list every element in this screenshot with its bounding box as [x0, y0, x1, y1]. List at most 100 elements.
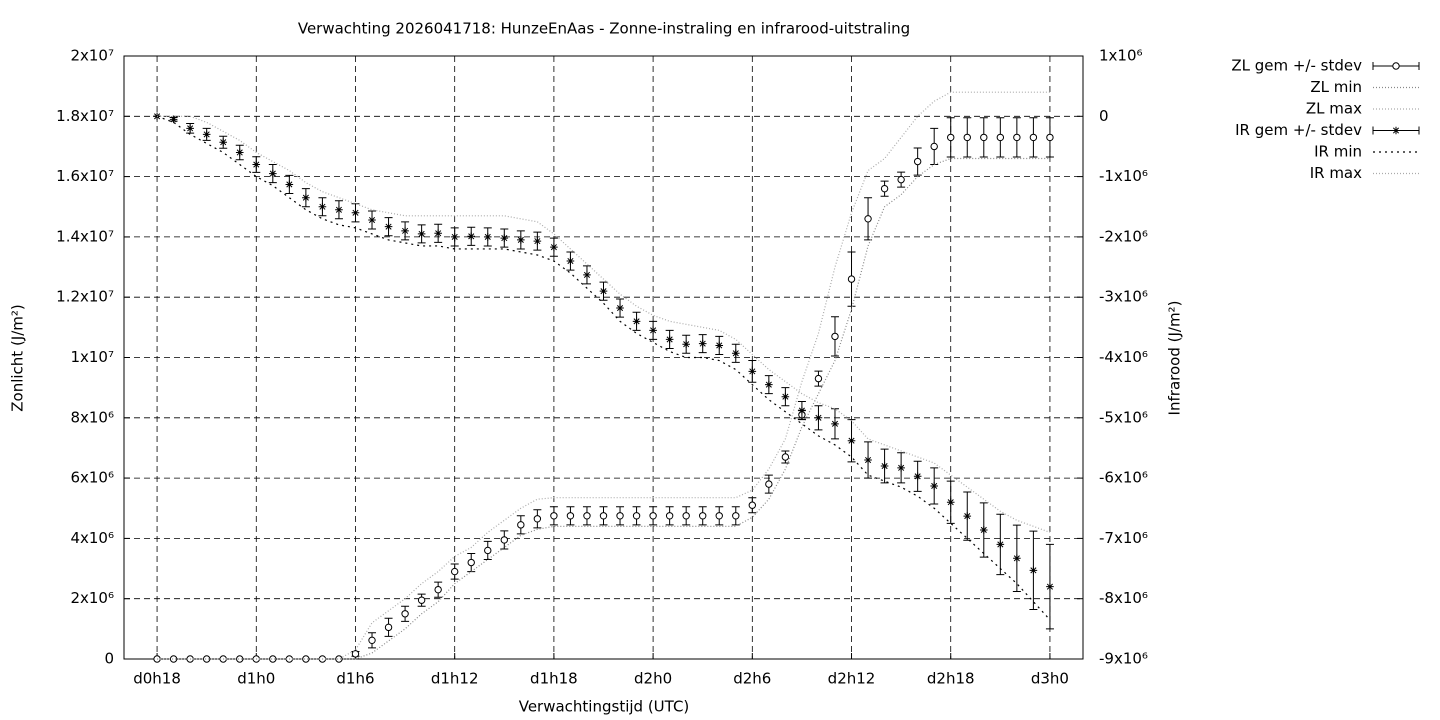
- data-point: [467, 232, 476, 241]
- data-point: [781, 392, 790, 401]
- data-point: [219, 138, 228, 147]
- y2-tick-label: 1x10⁶: [1099, 47, 1143, 65]
- data-point: [533, 515, 542, 523]
- y-tick-label: 1x10⁷: [70, 348, 114, 366]
- data-point: [847, 275, 856, 283]
- data-point: [930, 482, 938, 490]
- data-point: [798, 406, 806, 415]
- y2-tick-label: -6x10⁶: [1099, 469, 1148, 487]
- data-point: [649, 326, 657, 335]
- data-point: [517, 236, 525, 244]
- data-point: [665, 335, 674, 344]
- data-point: [318, 202, 327, 211]
- data-point: [699, 512, 707, 520]
- x-tick-label: d2h12: [828, 670, 876, 688]
- data-point: [169, 115, 178, 124]
- data-point: [781, 453, 790, 461]
- range-line: [157, 91, 1050, 660]
- data-point: [252, 160, 261, 169]
- data-point: [517, 521, 525, 529]
- legend-marker: [1392, 126, 1400, 135]
- data-point: [599, 287, 608, 295]
- data-point: [335, 655, 343, 663]
- data-point: [897, 464, 905, 472]
- data-point: [202, 130, 211, 139]
- data-point: [550, 243, 558, 251]
- data-point: [996, 540, 1005, 549]
- data-point: [980, 133, 988, 142]
- data-point: [1029, 566, 1038, 575]
- data-point: [384, 222, 393, 231]
- data-point: [632, 317, 641, 326]
- data-point: [864, 215, 872, 223]
- data-point: [996, 133, 1005, 142]
- data-point: [500, 536, 508, 544]
- data-point: [368, 216, 376, 224]
- data-point: [566, 257, 575, 265]
- data-point: [269, 169, 277, 178]
- data-point: [814, 374, 823, 383]
- range-line: [157, 115, 1051, 533]
- legend-label: IR gem +/- stdev: [1235, 121, 1362, 139]
- x-tick-label: d2h6: [733, 670, 771, 688]
- data-point: [550, 512, 558, 520]
- data-point: [765, 480, 773, 488]
- range-line: [156, 115, 1051, 621]
- legend-label: IR max: [1310, 164, 1362, 182]
- data-point: [351, 208, 360, 217]
- data-point: [963, 512, 972, 520]
- y2-tick-label: -4x10⁶: [1099, 348, 1148, 366]
- y-tick-label: 8x10⁶: [70, 408, 114, 426]
- data-point: [533, 237, 542, 245]
- y2-tick-label: -5x10⁶: [1099, 408, 1148, 426]
- data-point: [649, 512, 657, 520]
- x-tick-label: d3h0: [1031, 670, 1069, 688]
- data-point: [864, 456, 872, 464]
- y2-tick-label: 0: [1099, 107, 1109, 125]
- data-point: [351, 650, 360, 658]
- y-tick-label: 2x10⁶: [70, 589, 114, 607]
- data-point: [335, 205, 343, 214]
- data-point: [748, 367, 757, 376]
- data-point: [665, 512, 674, 520]
- y-tick-label: 1.8x10⁷: [56, 107, 114, 125]
- data-point: [583, 512, 591, 520]
- data-point: [302, 655, 310, 663]
- y2-tick-label: -9x10⁶: [1099, 650, 1148, 668]
- x-tick-label: d2h0: [634, 670, 672, 688]
- data-point: [765, 380, 773, 389]
- data-point: [814, 414, 823, 422]
- data-point: [616, 512, 624, 520]
- data-point: [285, 180, 294, 189]
- data-point: [715, 512, 723, 520]
- y-tick-label: 4x10⁶: [70, 529, 114, 547]
- data-point: [434, 229, 442, 238]
- data-point: [698, 339, 707, 348]
- y-tick-label: 6x10⁶: [70, 469, 114, 487]
- data-point: [897, 175, 905, 184]
- x-tick-label: d1h12: [431, 670, 479, 688]
- y-tick-label: 0: [104, 650, 114, 668]
- chart-title: Verwachting 2026041718: HunzeEnAas - Zon…: [298, 20, 910, 38]
- y-axis-title: Zonlicht (J/m²): [9, 304, 27, 412]
- data-point: [963, 133, 971, 142]
- data-point: [417, 596, 426, 604]
- data-point: [831, 420, 839, 428]
- data-point: [483, 233, 492, 241]
- data-point: [484, 546, 492, 555]
- legend-label: ZL gem +/- stdev: [1231, 57, 1362, 75]
- data-point: [302, 193, 310, 202]
- x-tick-label: d1h18: [530, 670, 578, 688]
- x-tick-label: d1h6: [336, 670, 374, 688]
- data-point: [979, 526, 988, 534]
- data-point: [583, 271, 591, 279]
- y2-tick-label: -8x10⁶: [1099, 589, 1148, 607]
- legend-marker: [1392, 62, 1400, 70]
- y2-tick-label: -3x10⁶: [1099, 288, 1148, 306]
- data-point: [186, 124, 194, 133]
- data-point: [732, 512, 740, 520]
- data-point: [401, 610, 409, 618]
- data-point: [599, 512, 608, 520]
- x-tick-label: d1h0: [237, 670, 275, 688]
- data-point: [368, 636, 376, 645]
